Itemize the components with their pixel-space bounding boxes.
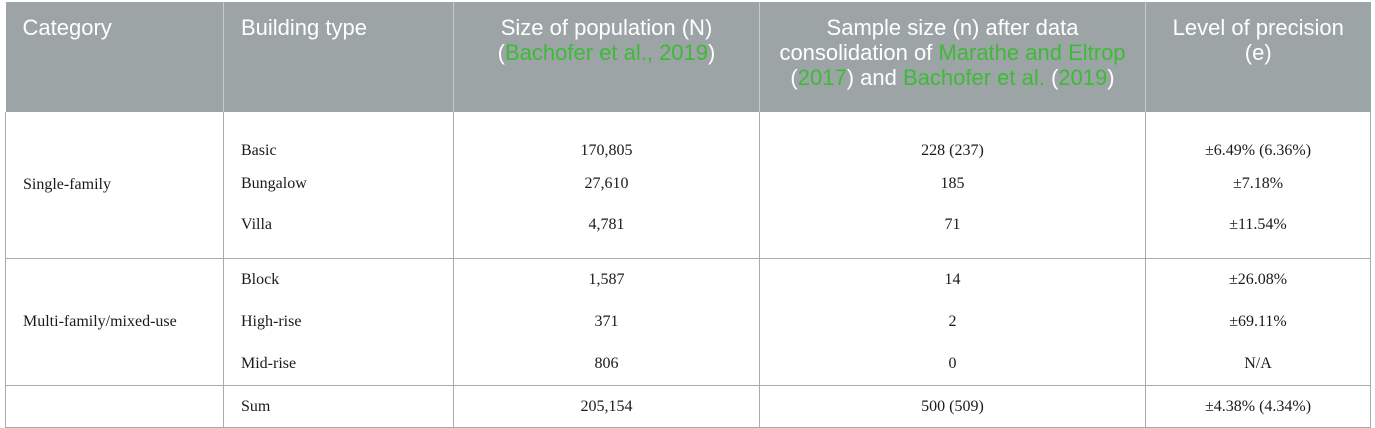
header-sample-text: ) and [846,65,903,90]
sum-row: Sum 205,154 500 (509) ±4.38% (4.34%) [5,385,1371,428]
cell-sum-precision: ±4.38% (4.34%) [1145,385,1371,428]
cell-precision: ±26.08% [1145,258,1371,301]
cell-building-type: Mid-rise [223,343,454,386]
header-sample-text: ) [1107,65,1115,90]
citation-link-bachofer[interactable]: Bachofer et al. [902,65,1045,90]
cell-precision: N/A [1145,343,1371,386]
citation-link-2019[interactable]: 2019 [1058,65,1108,90]
table-row: Multi-family/mixed-use Block 1,587 14 ±2… [5,258,1371,386]
table-row: High-rise 371 2 ±69.11% [6,301,1371,343]
table-row: Bungalow 27,610 185 ±7.18% [6,163,1371,205]
cell-population: 4,781 [453,205,760,259]
group-multi-family: Multi-family/mixed-use [5,258,224,386]
cell-sample: 71 [759,205,1146,259]
header-sample-size: Sample size (n) after data consolidation… [759,2,1146,112]
cell-sum-sample: 500 (509) [759,385,1146,428]
cell-precision: ±69.11% [1145,301,1371,343]
citation-link-bachofer-2019[interactable]: Bachofer et al., 2019 [504,40,709,65]
cell-building-type: Block [223,258,454,301]
cell-population: 806 [453,343,760,386]
cell-sample: 185 [759,163,1146,205]
cell-population: 371 [453,301,760,343]
cell-sample: 0 [759,343,1146,386]
header-sample-text: ( [790,65,798,90]
header-sample-text: ( [1044,65,1059,90]
data-table: Category Building type Size of populatio… [5,2,1371,428]
paren-open: ( [497,40,505,65]
group-single-family: Single-family [5,112,224,259]
header-population-label: Size of population (N) [500,15,713,40]
cell-precision: ±11.54% [1145,205,1371,259]
cell-precision: ±7.18% [1145,163,1371,205]
table-row: Mid-rise 806 0 N/A [6,343,1371,386]
header-category: Category [5,2,224,112]
cell-population: 1,587 [453,258,760,301]
cell-population: 27,610 [453,163,760,205]
header-precision: Level of precision (e) [1145,2,1371,112]
table-row: Single-family Basic 170,805 228 (237) ±6… [5,112,1371,259]
cell-empty [5,385,224,428]
citation-link-2017[interactable]: 2017 [797,65,847,90]
cell-building-type: Villa [223,205,454,259]
cell-sample: 14 [759,258,1146,301]
header-sample-label: Sample size (n) after data consolidation… [779,15,1079,65]
cell-sum-label: Sum [223,385,454,428]
cell-building-type: Bungalow [223,163,454,205]
cell-precision: ±6.49% (6.36%) [1145,112,1371,163]
paren-close: ) [708,40,716,65]
cell-sample: 2 [759,301,1146,343]
citation-link-marathe-eltrop[interactable]: Marathe and Eltrop [938,40,1126,65]
cell-building-type: High-rise [223,301,454,343]
table-row: Villa 4,781 71 ±11.54% [6,205,1371,259]
cell-building-type: Basic [223,112,454,163]
header-building-type: Building type [223,2,454,112]
header-row: Category Building type Size of populatio… [5,2,1371,112]
cell-sample: 228 (237) [759,112,1146,163]
header-population: Size of population (N) (Bachofer et al., … [453,2,760,112]
cell-population: 170,805 [453,112,760,163]
cell-sum-population: 205,154 [453,385,760,428]
